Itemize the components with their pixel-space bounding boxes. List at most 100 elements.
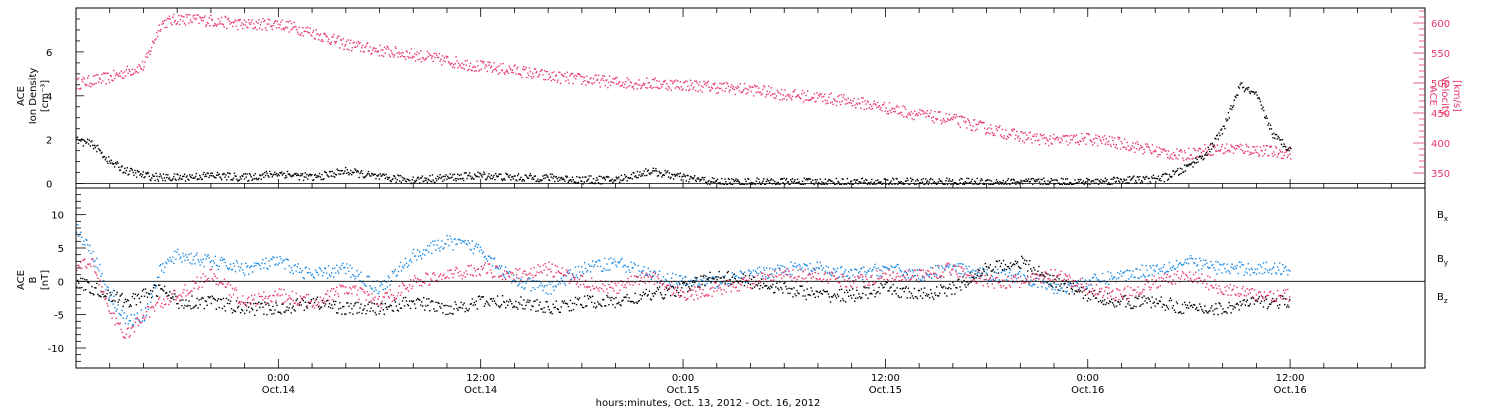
density-point [161,177,163,179]
by-point [1182,263,1185,265]
density-point [733,180,735,183]
by-point [703,277,705,279]
density-point [525,174,527,176]
velocity-point [812,97,814,99]
velocity-point [701,91,703,93]
by-point [920,280,923,282]
velocity-point [434,56,436,59]
bx-point [209,296,211,298]
density-point [1046,183,1048,185]
velocity-point [551,72,553,74]
density-point [568,180,570,182]
velocity-point [1127,145,1129,147]
by-point [623,264,625,267]
density-point [226,179,228,181]
velocity-point [205,24,208,26]
velocity-point [1049,135,1052,137]
density-point [1122,181,1124,183]
bx-point [579,303,582,306]
density-point [548,179,550,181]
velocity-point [245,21,247,23]
velocity-point [489,61,491,64]
velocity-point [585,84,587,86]
velocity-point [841,100,843,102]
velocity-point [250,21,252,23]
bx-point [696,277,698,279]
bx-point [850,294,852,297]
by-point [949,264,951,266]
velocity-point [299,33,301,36]
density-point [1072,183,1074,185]
velocity-point [199,17,202,19]
density-point [283,172,285,175]
velocity-point [1014,138,1016,140]
velocity-point [875,104,877,106]
velocity-point [1232,152,1235,154]
density-point [1032,178,1035,180]
density-point [1226,119,1229,121]
by-point [907,277,910,279]
by-point [832,267,835,270]
density-point [1275,133,1278,136]
density-point [834,183,837,185]
by-point [224,261,227,264]
by-point [182,252,184,255]
by-point [1065,292,1067,294]
by-point [347,267,349,269]
bx-point [841,298,844,300]
velocity-point [618,82,620,84]
density-point [414,180,416,182]
density-point [379,173,381,175]
velocity-point [761,93,763,95]
velocity-point [285,20,288,23]
bx-point [701,283,703,286]
bx-point [930,292,933,295]
velocity-point [1005,129,1007,131]
density-point [187,178,189,180]
density-point [1249,92,1251,95]
velocity-point [1047,140,1049,142]
velocity-point [1148,146,1150,149]
bx-point [392,310,395,312]
bx-point [689,287,691,290]
bx-point [919,295,922,297]
bx-point [106,293,108,295]
density-point [688,181,690,183]
velocity-point [748,89,750,91]
density-point [543,174,546,176]
bx-point [598,303,600,305]
density-point [205,173,207,176]
bx-point [684,282,686,284]
by-point [742,276,745,279]
bx-point [723,277,725,279]
velocity-point [1172,151,1175,154]
velocity-point [316,33,318,35]
density-point [586,180,588,182]
density-point [679,172,682,174]
velocity-point [598,82,601,84]
bx-point [572,308,575,311]
density-point [315,176,317,179]
velocity-point [1034,139,1036,142]
by-point [959,263,961,265]
velocity-point [1029,131,1031,133]
velocity-point [1240,148,1242,151]
by-point [1118,277,1120,279]
velocity-point [893,108,896,110]
by-point [197,259,199,261]
density-point [509,174,511,176]
velocity-point [638,79,640,81]
density-point [269,173,272,175]
velocity-point [431,57,433,59]
by-point [630,261,632,263]
density-point [1055,179,1058,181]
velocity-point [593,81,596,84]
bx-point [602,298,604,301]
density-point [581,176,584,178]
velocity-point [1285,149,1287,151]
bx-point [425,305,427,307]
density-point [493,174,495,177]
density-point [588,175,590,177]
bx-point [385,306,387,308]
velocity-point [123,77,125,79]
